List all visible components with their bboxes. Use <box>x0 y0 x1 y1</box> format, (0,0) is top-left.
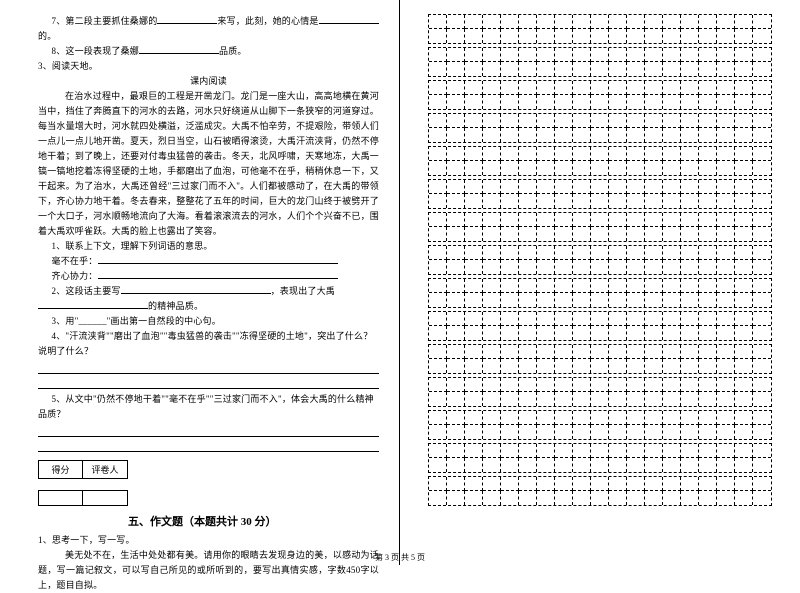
sub-q1b-label: 齐心协力： <box>52 271 98 281</box>
question-8: 8、这一段表现了桑娜 品质。 <box>38 44 379 59</box>
grid-row[interactable] <box>428 179 772 209</box>
sub-q5-ans2[interactable] <box>38 439 379 452</box>
q8-prefix: 8、这一段表现了桑娜 <box>52 46 140 56</box>
question-3: 3、阅读天地。 <box>38 59 379 74</box>
sub-q1a-row: 毫不在乎： <box>38 254 379 269</box>
grid-row[interactable] <box>428 410 772 440</box>
grid-row[interactable] <box>428 47 772 77</box>
grid-row[interactable] <box>428 278 772 308</box>
score-box-empty <box>38 490 128 506</box>
section5-title: 五、作文题（本题共计 30 分） <box>128 513 379 529</box>
sub-q2-row: 2、这段话主要写 ，表现出了大禹 <box>38 284 379 299</box>
right-column <box>400 0 800 565</box>
sub-q1b-row: 齐心协力： <box>38 269 379 284</box>
sub-q1: 1、联系上下文，理解下列词语的意思。 <box>38 239 379 254</box>
score-empty1[interactable] <box>39 491 83 505</box>
grid-row[interactable] <box>428 476 772 506</box>
q7-mid: 来写，此刻，她的心情是 <box>217 16 318 26</box>
sub-q2-blank1[interactable] <box>121 284 271 294</box>
left-column: 7、第二段主要抓住桑娜的来写，此刻，她的心情是的。 8、这一段表现了桑娜品质。 … <box>0 0 400 565</box>
q7-blank1[interactable] <box>157 14 217 24</box>
sub-q2-blank2[interactable] <box>38 299 148 309</box>
essay-q1: 1、思考一下，写一写。 <box>38 533 379 548</box>
sub-q2b: ，表现出了大禹 <box>271 286 335 296</box>
passage-body: 在治水过程中，最艰巨的工程是开凿龙门。龙门是一座大山，高高地横在黄河当中，挡住了… <box>38 89 379 239</box>
sub-q2-row2: 的精神品质。 <box>38 299 379 314</box>
sub-q1b-blank[interactable] <box>98 269 338 279</box>
grid-row[interactable] <box>428 14 772 44</box>
sub-q2c: 的精神品质。 <box>148 301 203 311</box>
writing-grid[interactable] <box>428 14 772 557</box>
sub-q4-ans2[interactable] <box>38 376 379 389</box>
sub-q5: 5、从文中"仍然不停地干着""毫不在乎""三过家门而不入"，体会大禹的什么精神品… <box>38 392 379 422</box>
grid-row[interactable] <box>428 311 772 341</box>
passage-title: 课内阅读 <box>38 74 379 89</box>
grid-row[interactable] <box>428 245 772 275</box>
page-container: 7、第二段主要抓住桑娜的来写，此刻，她的心情是的。 8、这一段表现了桑娜品质。 … <box>0 0 800 565</box>
q7-suffix: 的。 <box>38 31 56 41</box>
score-header-score: 得分 <box>39 461 83 478</box>
sub-q5-ans1[interactable] <box>38 424 379 437</box>
score-box: 得分 评卷人 <box>38 460 128 479</box>
grid-row[interactable] <box>428 80 772 110</box>
page-footer: 第 3 页 共 5 页 <box>0 552 800 563</box>
grid-row[interactable] <box>428 146 772 176</box>
q7-blank2[interactable] <box>319 14 379 24</box>
sub-q4-ans1[interactable] <box>38 361 379 374</box>
sub-q4: 4、"汗流浃背""磨出了血泡""毒虫猛兽的袭击""冻得坚硬的土地"，突出了什么？… <box>38 329 379 359</box>
q8-blank[interactable] <box>139 44 219 54</box>
sub-q1a-label: 毫不在乎： <box>52 256 98 266</box>
sub-q3: 3、用"______"画出第一自然段的中心句。 <box>38 314 379 329</box>
grid-row[interactable] <box>428 377 772 407</box>
q7-prefix: 7、第二段主要抓住桑娜的 <box>52 16 158 26</box>
q8-suffix: 品质。 <box>219 46 247 56</box>
score-header-judge: 评卷人 <box>83 461 127 478</box>
score-section: 得分 评卷人 <box>38 452 379 509</box>
question-7: 7、第二段主要抓住桑娜的 来写，此刻，她的心情是的。 <box>38 14 379 44</box>
grid-row[interactable] <box>428 212 772 242</box>
grid-row[interactable] <box>428 344 772 374</box>
sub-q2a: 2、这段话主要写 <box>52 286 121 296</box>
sub-q1a-blank[interactable] <box>98 254 338 264</box>
grid-row[interactable] <box>428 113 772 143</box>
grid-row[interactable] <box>428 443 772 473</box>
score-empty2[interactable] <box>83 491 127 505</box>
